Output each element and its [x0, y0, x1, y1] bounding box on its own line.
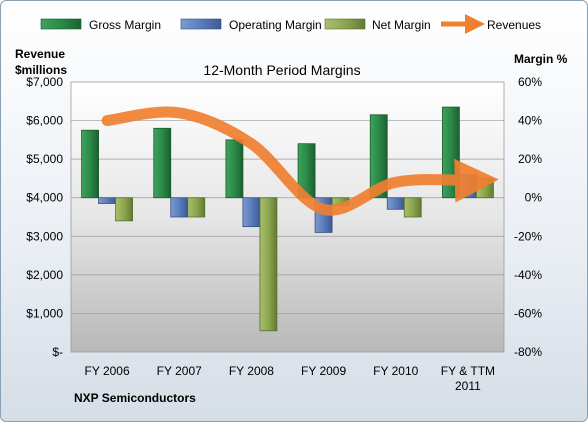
net-margin-bar	[187, 197, 206, 218]
operating-margin-bar	[170, 197, 189, 218]
gross-margin-bar	[369, 114, 388, 199]
left-tick-label: $3,000	[26, 229, 63, 243]
right-tick-label: 60%	[518, 75, 542, 89]
revenue-line	[101, 106, 499, 216]
legend-swatch-operating-margin	[180, 18, 222, 30]
right-tick-label: -40%	[514, 268, 542, 282]
legend-swatch-gross-margin	[40, 18, 82, 30]
net-margin-bar	[476, 178, 494, 199]
right-axis-ticks: 60% 40% 20% 0% -20% -40% -60% -80%	[514, 75, 542, 359]
x-axis-labels: FY 2006 FY 2007 FY 2008 FY 2009 FY 2010 FY & …	[85, 364, 496, 393]
company-name: NXP Semiconductors	[74, 391, 196, 405]
right-tick-label: 40%	[518, 114, 542, 128]
x-category-label: FY 2010	[373, 364, 418, 378]
left-axis-title-line1: Revenue	[15, 47, 65, 61]
right-tick-label: 20%	[518, 152, 542, 166]
left-axis-title-line2: $millions	[15, 63, 67, 77]
x-category-label: FY 2009	[301, 364, 346, 378]
gridlines	[71, 120, 504, 314]
legend-label-operating-margin: Operating Margin	[229, 18, 322, 32]
left-tick-label: $4,000	[26, 191, 63, 205]
left-axis-ticks: $7,000 $6,000 $5,000 $4,000 $3,000 $2,000 $1,0…	[26, 75, 63, 359]
right-tick-label: -20%	[514, 229, 542, 243]
left-tick-label: $5,000	[26, 152, 63, 166]
chart-title: 12-Month Period Margins	[203, 62, 360, 78]
revenues-line	[101, 106, 499, 216]
plot-area	[70, 81, 505, 353]
net-margin-bar	[115, 197, 133, 222]
legend-swatch-net-margin	[324, 18, 366, 30]
x-category-label: FY & TTM	[441, 364, 495, 378]
left-tick-label: $6,000	[26, 114, 63, 128]
net-margin-bar	[403, 197, 422, 218]
right-tick-label: -80%	[514, 345, 542, 359]
left-tick-label: $7,000	[26, 75, 63, 89]
gross-margin-bar	[81, 129, 99, 199]
legend: Gross Margin Operating Margin Net Margin…	[40, 14, 541, 34]
x-category-label: FY 2008	[229, 364, 274, 378]
legend-label-gross-margin: Gross Margin	[89, 18, 161, 32]
legend-label-revenues: Revenues	[487, 18, 541, 32]
operating-margin-bar	[98, 197, 116, 204]
operating-margin-bar	[386, 197, 405, 210]
x-category-label: 2011	[455, 379, 481, 393]
left-tick-label: $-	[52, 345, 63, 359]
legend-label-net-margin: Net Margin	[372, 18, 431, 32]
right-axis-title: Margin %	[514, 52, 568, 66]
operating-margin-bar	[242, 197, 261, 228]
right-tick-label: 0%	[525, 191, 543, 205]
x-category-label: FY 2007	[157, 364, 202, 378]
x-category-label: FY 2006	[85, 364, 130, 378]
right-tick-label: -60%	[514, 306, 542, 320]
left-tick-label: $1,000	[26, 306, 63, 320]
left-tick-label: $2,000	[26, 268, 63, 282]
net-margin-bar	[259, 197, 278, 332]
gross-margin-bar	[153, 127, 172, 199]
gross-margin-bar	[225, 139, 244, 199]
